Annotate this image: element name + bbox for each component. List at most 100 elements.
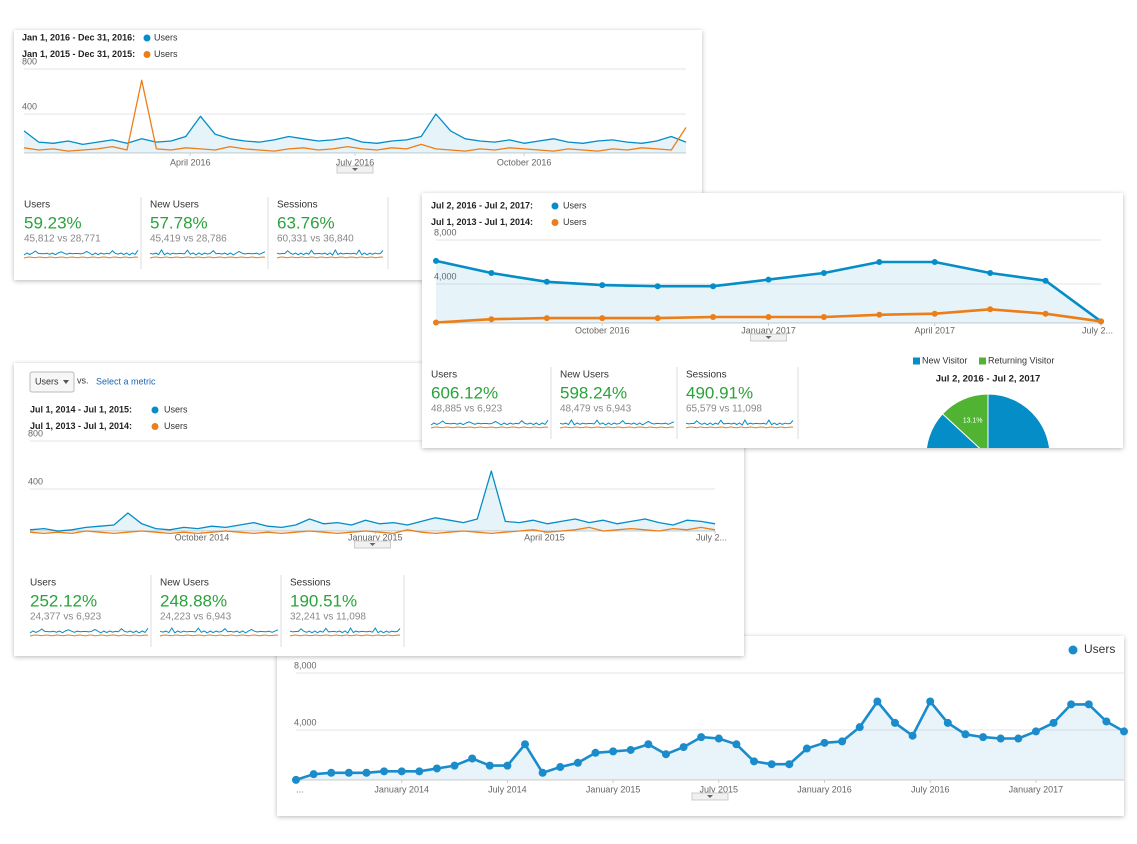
- x-tick-label: October 2014: [175, 532, 230, 542]
- point: [714, 734, 723, 743]
- sparkline: [29, 627, 149, 634]
- legend-range: Jul 1, 2013 - Jul 1, 2014:: [30, 421, 132, 431]
- point: [873, 697, 882, 706]
- point: [1031, 727, 1040, 736]
- series-area: [30, 471, 715, 531]
- sparkline: [559, 419, 675, 426]
- point: [488, 316, 495, 323]
- point: [433, 319, 439, 326]
- y-tick-label: 8,000: [294, 660, 317, 670]
- point: [432, 764, 441, 773]
- sparkline: [289, 627, 401, 634]
- point: [362, 768, 371, 777]
- point: [485, 761, 494, 770]
- point: [820, 314, 827, 320]
- series-area: [296, 701, 1124, 780]
- series-line: [29, 526, 716, 535]
- point: [876, 311, 883, 318]
- legend-label: Users: [563, 217, 587, 227]
- point: [573, 758, 582, 767]
- sparkline: [430, 426, 549, 429]
- legend-range: Jan 1, 2016 - Dec 31, 2016:: [22, 32, 135, 42]
- point: [1042, 277, 1049, 284]
- metric-compare: 48,479 vs 6,943: [560, 404, 632, 415]
- y-tick-label: 400: [28, 476, 43, 486]
- y-tick-label: 800: [28, 428, 43, 438]
- series-line: [23, 79, 687, 152]
- x-tick-label: October 2016: [575, 325, 630, 335]
- point: [926, 697, 935, 706]
- point: [599, 282, 606, 289]
- metric-change: 57.78%: [150, 213, 208, 232]
- point: [987, 306, 994, 313]
- point: [838, 737, 847, 746]
- metric-name: New Users: [160, 578, 209, 589]
- legend-label: Users: [164, 404, 188, 414]
- metric-change: 63.76%: [277, 213, 335, 232]
- metric-change: 248.88%: [160, 591, 227, 610]
- point: [661, 750, 670, 759]
- dropdown-arrow: [63, 380, 69, 384]
- metric-change: 59.23%: [24, 213, 82, 232]
- point: [785, 760, 794, 769]
- point: [931, 310, 938, 317]
- point: [626, 745, 635, 754]
- metric-name: Users: [24, 200, 50, 211]
- x-tick-label: July 2016: [336, 157, 375, 167]
- x-tick-label: January 2017: [1009, 784, 1064, 794]
- point: [710, 283, 717, 290]
- sparkline: [29, 634, 149, 637]
- metric-change: 190.51%: [290, 591, 357, 610]
- metric-compare: 65,579 vs 11,098: [686, 404, 762, 415]
- metric-change: 598.24%: [560, 383, 627, 402]
- legend-swatch: [913, 357, 920, 365]
- y-tick-label: 4,000: [294, 717, 317, 727]
- legend-range: Jan 1, 2015 - Dec 31, 2015:: [22, 49, 135, 59]
- x-tick-label: July 2015: [700, 784, 739, 794]
- series-area: [24, 114, 686, 153]
- legend-dot: [143, 34, 151, 42]
- point: [503, 761, 512, 770]
- point: [979, 733, 988, 742]
- sparkline: [23, 256, 139, 259]
- point: [488, 270, 495, 276]
- legend-label: Users: [154, 49, 178, 59]
- metric-name: Sessions: [277, 200, 318, 211]
- x-tick-label: April 2017: [914, 325, 955, 335]
- point: [765, 276, 772, 283]
- sparkline: [149, 249, 266, 256]
- point: [1067, 700, 1076, 709]
- legend-range: Jul 1, 2013 - Jul 1, 2014:: [431, 217, 533, 227]
- y-tick-label: 400: [22, 101, 37, 111]
- point: [987, 270, 994, 276]
- panel-bg: [277, 636, 1124, 816]
- scroll-arrow: [707, 795, 713, 798]
- x-tick-label: July 2...: [1082, 325, 1113, 335]
- metric-compare: 32,241 vs 11,098: [290, 612, 366, 623]
- sparkline: [276, 256, 384, 259]
- point: [1102, 717, 1111, 726]
- metric-name: New Users: [150, 200, 199, 211]
- metric-dropdown[interactable]: [29, 371, 75, 393]
- x-tick-label: ...: [296, 784, 304, 794]
- legend-label: Users: [1084, 642, 1115, 656]
- point: [380, 767, 389, 776]
- point: [855, 723, 864, 732]
- point: [931, 259, 938, 265]
- vs-label: vs.: [77, 375, 89, 385]
- select-metric-link[interactable]: Select a metric: [96, 376, 156, 386]
- legend-label: Users: [154, 32, 178, 42]
- scroll-arrow: [352, 168, 358, 171]
- x-tick-label: January 2015: [348, 532, 403, 542]
- point: [538, 768, 547, 777]
- point: [943, 718, 952, 727]
- legend-label: Users: [164, 421, 188, 431]
- y-tick-label: 4,000: [434, 271, 457, 281]
- metric-name: Sessions: [686, 370, 727, 381]
- point: [767, 760, 776, 769]
- metric-change: 252.12%: [30, 591, 97, 610]
- point: [765, 314, 772, 320]
- legend-swatch: [979, 357, 986, 365]
- legend-dot: [143, 51, 151, 58]
- legend-dot: [551, 202, 559, 210]
